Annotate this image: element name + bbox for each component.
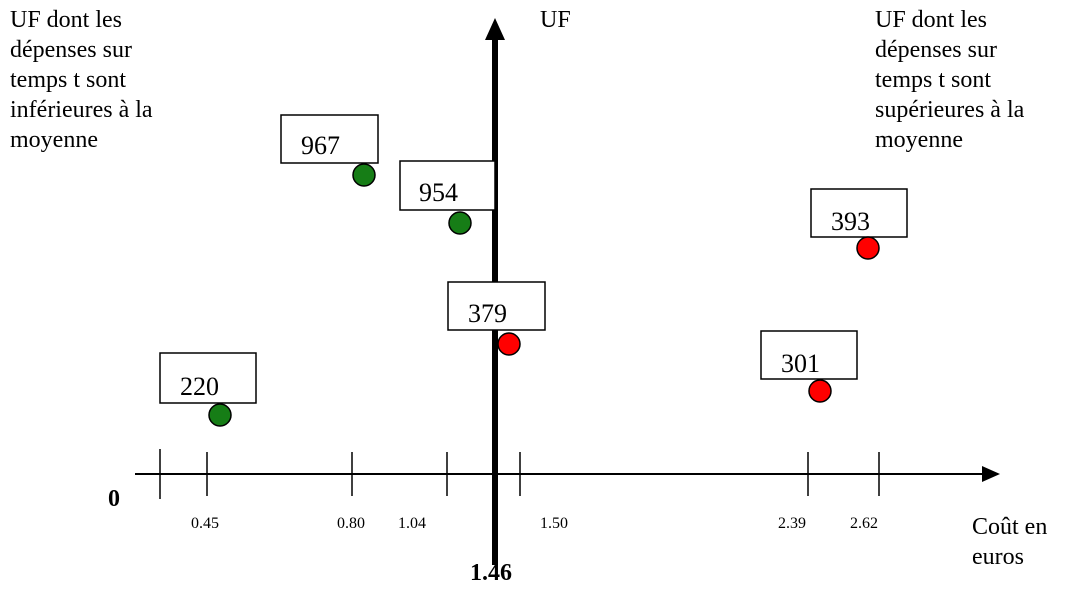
unit-point-220 <box>208 403 232 427</box>
unit-point-301 <box>808 379 832 403</box>
y-axis-label: UF <box>540 7 571 33</box>
unit-box-301 <box>760 330 858 380</box>
unit-label-379: 379 <box>468 299 507 328</box>
unit-label-220: 220 <box>180 372 219 401</box>
above-average-note: UF dont les dépenses sur temps t sont su… <box>875 7 1025 153</box>
unit-point-393 <box>856 236 880 260</box>
tick-label: 1.50 <box>540 515 568 532</box>
x-axis-arrow <box>982 466 1000 482</box>
tick-label: 2.62 <box>850 515 878 532</box>
unit-box-967 <box>280 114 379 164</box>
tick-label: 1.04 <box>398 515 426 532</box>
unit-label-301: 301 <box>781 349 820 378</box>
unit-box-393 <box>810 188 908 238</box>
mean-cost-label: 1.46 <box>470 560 512 586</box>
unit-point-967 <box>352 163 376 187</box>
unit-point-379 <box>497 332 521 356</box>
unit-label-967: 967 <box>301 131 340 160</box>
origin-label: 0 <box>108 486 120 512</box>
unit-box-954 <box>399 160 496 211</box>
below-average-note: UF dont les dépenses sur temps t sont in… <box>10 7 153 153</box>
unit-box-379 <box>447 281 546 331</box>
tick-label: 2.39 <box>778 515 806 532</box>
x-axis-label: Coût en euros <box>972 514 1048 570</box>
unit-label-954: 954 <box>419 178 458 207</box>
unit-label-393: 393 <box>831 207 870 236</box>
unit-box-220 <box>159 352 257 404</box>
tick-label: 0.80 <box>337 515 365 532</box>
tick-label: 0.45 <box>191 515 219 532</box>
unit-point-954 <box>448 211 472 235</box>
mean-axis-arrow <box>485 18 505 40</box>
